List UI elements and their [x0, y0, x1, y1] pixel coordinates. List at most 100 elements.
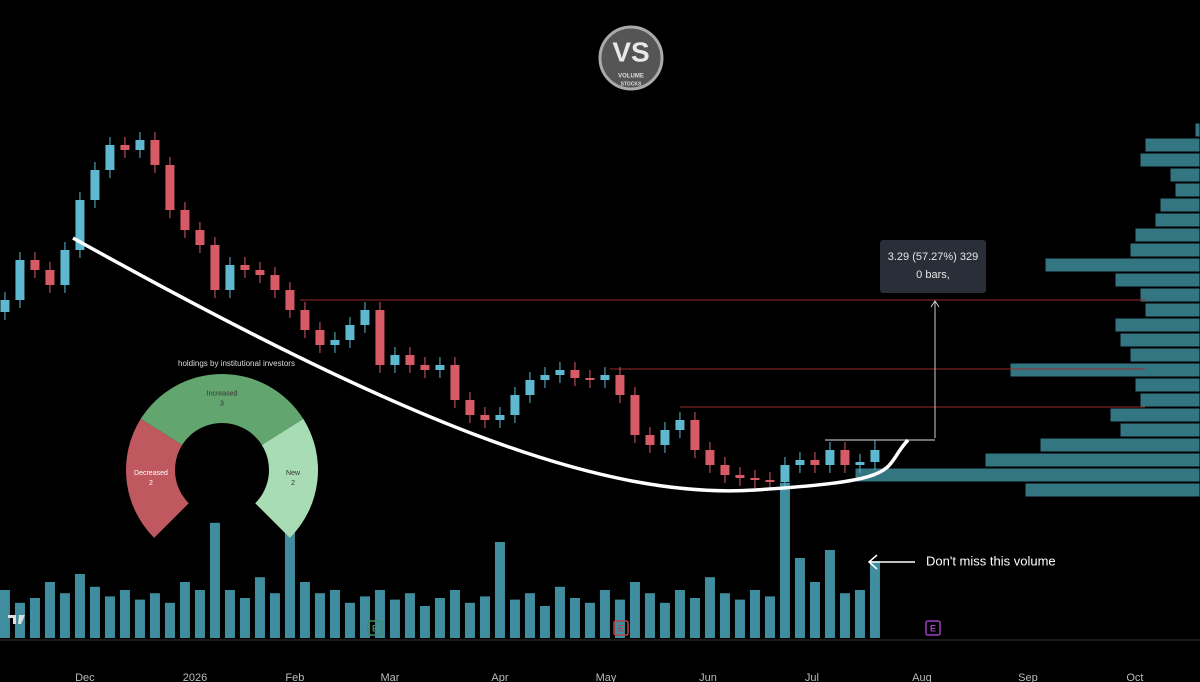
volume-bar: [344, 602, 355, 638]
volume-bar: [389, 599, 400, 638]
volume-bar: [794, 558, 805, 638]
candle-body: [165, 165, 175, 210]
profile-bar: [1024, 482, 1200, 498]
x-tick-label: Oct: [1126, 672, 1143, 682]
pie-value: 2: [149, 480, 153, 487]
earnings-label: E: [618, 623, 624, 633]
candle-body: [480, 415, 490, 420]
pie-label: Increased: [207, 390, 238, 397]
candle-body: [405, 355, 415, 365]
volume-bar: [89, 586, 100, 638]
volume-bar: [104, 596, 115, 638]
pie-slice: [126, 418, 189, 538]
profile-bar: [1009, 362, 1200, 378]
volume-bar: [59, 593, 70, 638]
candle-body: [315, 330, 325, 345]
candle-body: [255, 270, 265, 275]
volume-bar: [584, 602, 595, 638]
logo: VS VOLUME STOCKS: [598, 25, 664, 91]
candle-body: [510, 395, 520, 415]
pie-value: 2: [291, 480, 295, 487]
candle-body: [750, 478, 760, 480]
volume-bar: [764, 596, 775, 638]
volume-bar: [779, 482, 790, 638]
earnings-marker[interactable]: [367, 620, 383, 636]
candle-body: [330, 340, 340, 345]
volume-bar: [839, 593, 850, 638]
measure-box: [880, 240, 986, 293]
candle-body: [705, 450, 715, 465]
candle-body: [525, 380, 535, 395]
candle-body: [30, 260, 40, 270]
candle-body: [870, 450, 880, 462]
earnings-marker[interactable]: [925, 620, 941, 636]
trend-curve: [72, 236, 910, 493]
candle-body: [105, 145, 115, 170]
volume-bar: [614, 599, 625, 638]
candle-body: [345, 325, 355, 340]
volume-bar: [434, 598, 445, 638]
candle-body: [840, 450, 850, 465]
logo-line: VOLUME: [618, 74, 644, 80]
profile-bar: [854, 467, 1200, 483]
volume-bar: [479, 596, 490, 638]
x-tick-label: Sep: [1018, 672, 1038, 682]
candle-body: [300, 310, 310, 330]
candle-body: [825, 450, 835, 465]
x-tick-label: Aug: [912, 672, 932, 682]
candle-body: [780, 465, 790, 482]
annotation: Don't miss this volume: [926, 553, 1056, 568]
volume-bar: [74, 574, 85, 638]
candle-body: [60, 250, 70, 285]
candle-body: [495, 415, 505, 420]
candle-body: [135, 140, 145, 150]
measure-text: 0 bars,: [916, 269, 950, 281]
candle-body: [795, 460, 805, 465]
candle-body: [420, 365, 430, 370]
earnings-label: E: [930, 623, 936, 633]
tv-logo: [8, 615, 25, 624]
candle-body: [585, 378, 595, 380]
volume-bar: [599, 590, 610, 638]
earnings-marker[interactable]: [613, 620, 629, 636]
candle-body: [630, 395, 640, 435]
logo-mark: VS: [612, 36, 649, 67]
profile-bar: [1134, 377, 1200, 393]
profile-bar: [1144, 302, 1200, 318]
candle-body: [90, 170, 100, 200]
profile-bar: [1134, 227, 1200, 243]
volume-bar: [809, 582, 820, 638]
volume-bar: [29, 598, 40, 638]
x-tick-label: Mar: [381, 672, 400, 682]
profile-bar: [1194, 122, 1200, 138]
volume-bar: [284, 490, 295, 638]
candle-body: [360, 310, 370, 325]
tv-mark: [8, 615, 25, 624]
candle-body: [75, 200, 85, 250]
x-tick-label: Jun: [699, 672, 717, 682]
candle-body: [855, 462, 865, 465]
candle-body: [435, 365, 445, 370]
pie-slice: [140, 373, 304, 445]
volume-bar: [224, 590, 235, 638]
profile-bar: [1139, 287, 1200, 303]
candle-body: [645, 435, 655, 445]
x-tick-label: Feb: [285, 672, 304, 682]
volume-bar: [254, 577, 265, 638]
volume-bar: [749, 590, 760, 638]
volume-bar: [449, 590, 460, 638]
volume-bar: [164, 602, 175, 638]
volume-bar: [554, 586, 565, 638]
candle-body: [765, 480, 775, 482]
volume-bar: [419, 606, 430, 638]
volume-bar: [629, 582, 640, 638]
candle-body: [690, 420, 700, 450]
candle-body: [150, 140, 160, 165]
volume-bar: [299, 582, 310, 638]
x-tick-label: May: [596, 672, 617, 682]
volume-bar: [239, 598, 250, 638]
candle-body: [210, 245, 220, 290]
logo-line: STOCKS: [621, 81, 642, 87]
